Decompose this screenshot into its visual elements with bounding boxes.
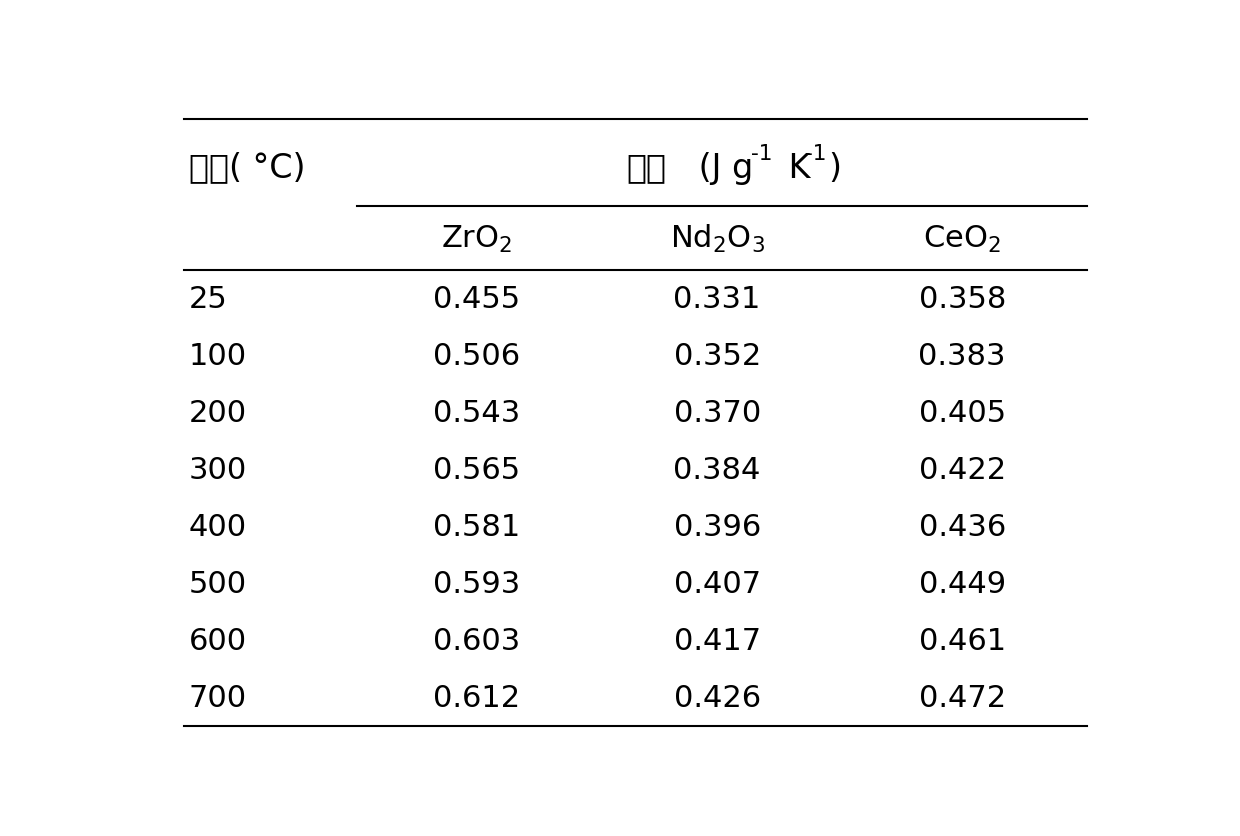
Text: K: K bbox=[777, 151, 810, 185]
Text: 0.565: 0.565 bbox=[433, 456, 521, 485]
Text: -1: -1 bbox=[751, 144, 773, 164]
Text: ): ) bbox=[828, 151, 842, 185]
Text: 0.383: 0.383 bbox=[919, 342, 1006, 370]
Text: 200: 200 bbox=[188, 399, 247, 427]
Text: 0.422: 0.422 bbox=[919, 456, 1006, 485]
Text: 0.455: 0.455 bbox=[433, 285, 521, 314]
Text: -1: -1 bbox=[805, 144, 826, 164]
Text: $\mathrm{Nd_2O_3}$: $\mathrm{Nd_2O_3}$ bbox=[670, 222, 765, 255]
Text: 0.461: 0.461 bbox=[919, 626, 1006, 655]
Text: 0.358: 0.358 bbox=[919, 285, 1006, 314]
Text: $\mathrm{ZrO_2}$: $\mathrm{ZrO_2}$ bbox=[441, 223, 512, 254]
Text: 0.331: 0.331 bbox=[673, 285, 761, 314]
Text: 0.472: 0.472 bbox=[919, 683, 1006, 712]
Text: 0.603: 0.603 bbox=[433, 626, 521, 655]
Text: 比热: 比热 bbox=[626, 151, 666, 185]
Text: 0.449: 0.449 bbox=[919, 569, 1006, 599]
Text: 温度( °C): 温度( °C) bbox=[188, 151, 305, 185]
Text: 0.506: 0.506 bbox=[433, 342, 521, 370]
Text: (J g: (J g bbox=[688, 151, 754, 185]
Text: 0.396: 0.396 bbox=[673, 512, 761, 542]
Text: 0.352: 0.352 bbox=[673, 342, 761, 370]
Text: $\mathrm{CeO_2}$: $\mathrm{CeO_2}$ bbox=[924, 223, 1001, 254]
Text: 25: 25 bbox=[188, 285, 227, 314]
Text: 0.407: 0.407 bbox=[673, 569, 761, 599]
Text: 0.581: 0.581 bbox=[433, 512, 521, 542]
Text: 600: 600 bbox=[188, 626, 247, 655]
Text: 0.593: 0.593 bbox=[433, 569, 521, 599]
Text: 100: 100 bbox=[188, 342, 247, 370]
Text: 400: 400 bbox=[188, 512, 247, 542]
Text: 0.384: 0.384 bbox=[673, 456, 761, 485]
Text: 0.543: 0.543 bbox=[433, 399, 521, 427]
Text: 300: 300 bbox=[188, 456, 247, 485]
Text: 0.426: 0.426 bbox=[673, 683, 761, 712]
Text: 0.417: 0.417 bbox=[673, 626, 761, 655]
Text: 0.370: 0.370 bbox=[673, 399, 761, 427]
Text: 700: 700 bbox=[188, 683, 247, 712]
Text: 0.405: 0.405 bbox=[919, 399, 1006, 427]
Text: 0.612: 0.612 bbox=[433, 683, 521, 712]
Text: 500: 500 bbox=[188, 569, 247, 599]
Text: 0.436: 0.436 bbox=[919, 512, 1006, 542]
